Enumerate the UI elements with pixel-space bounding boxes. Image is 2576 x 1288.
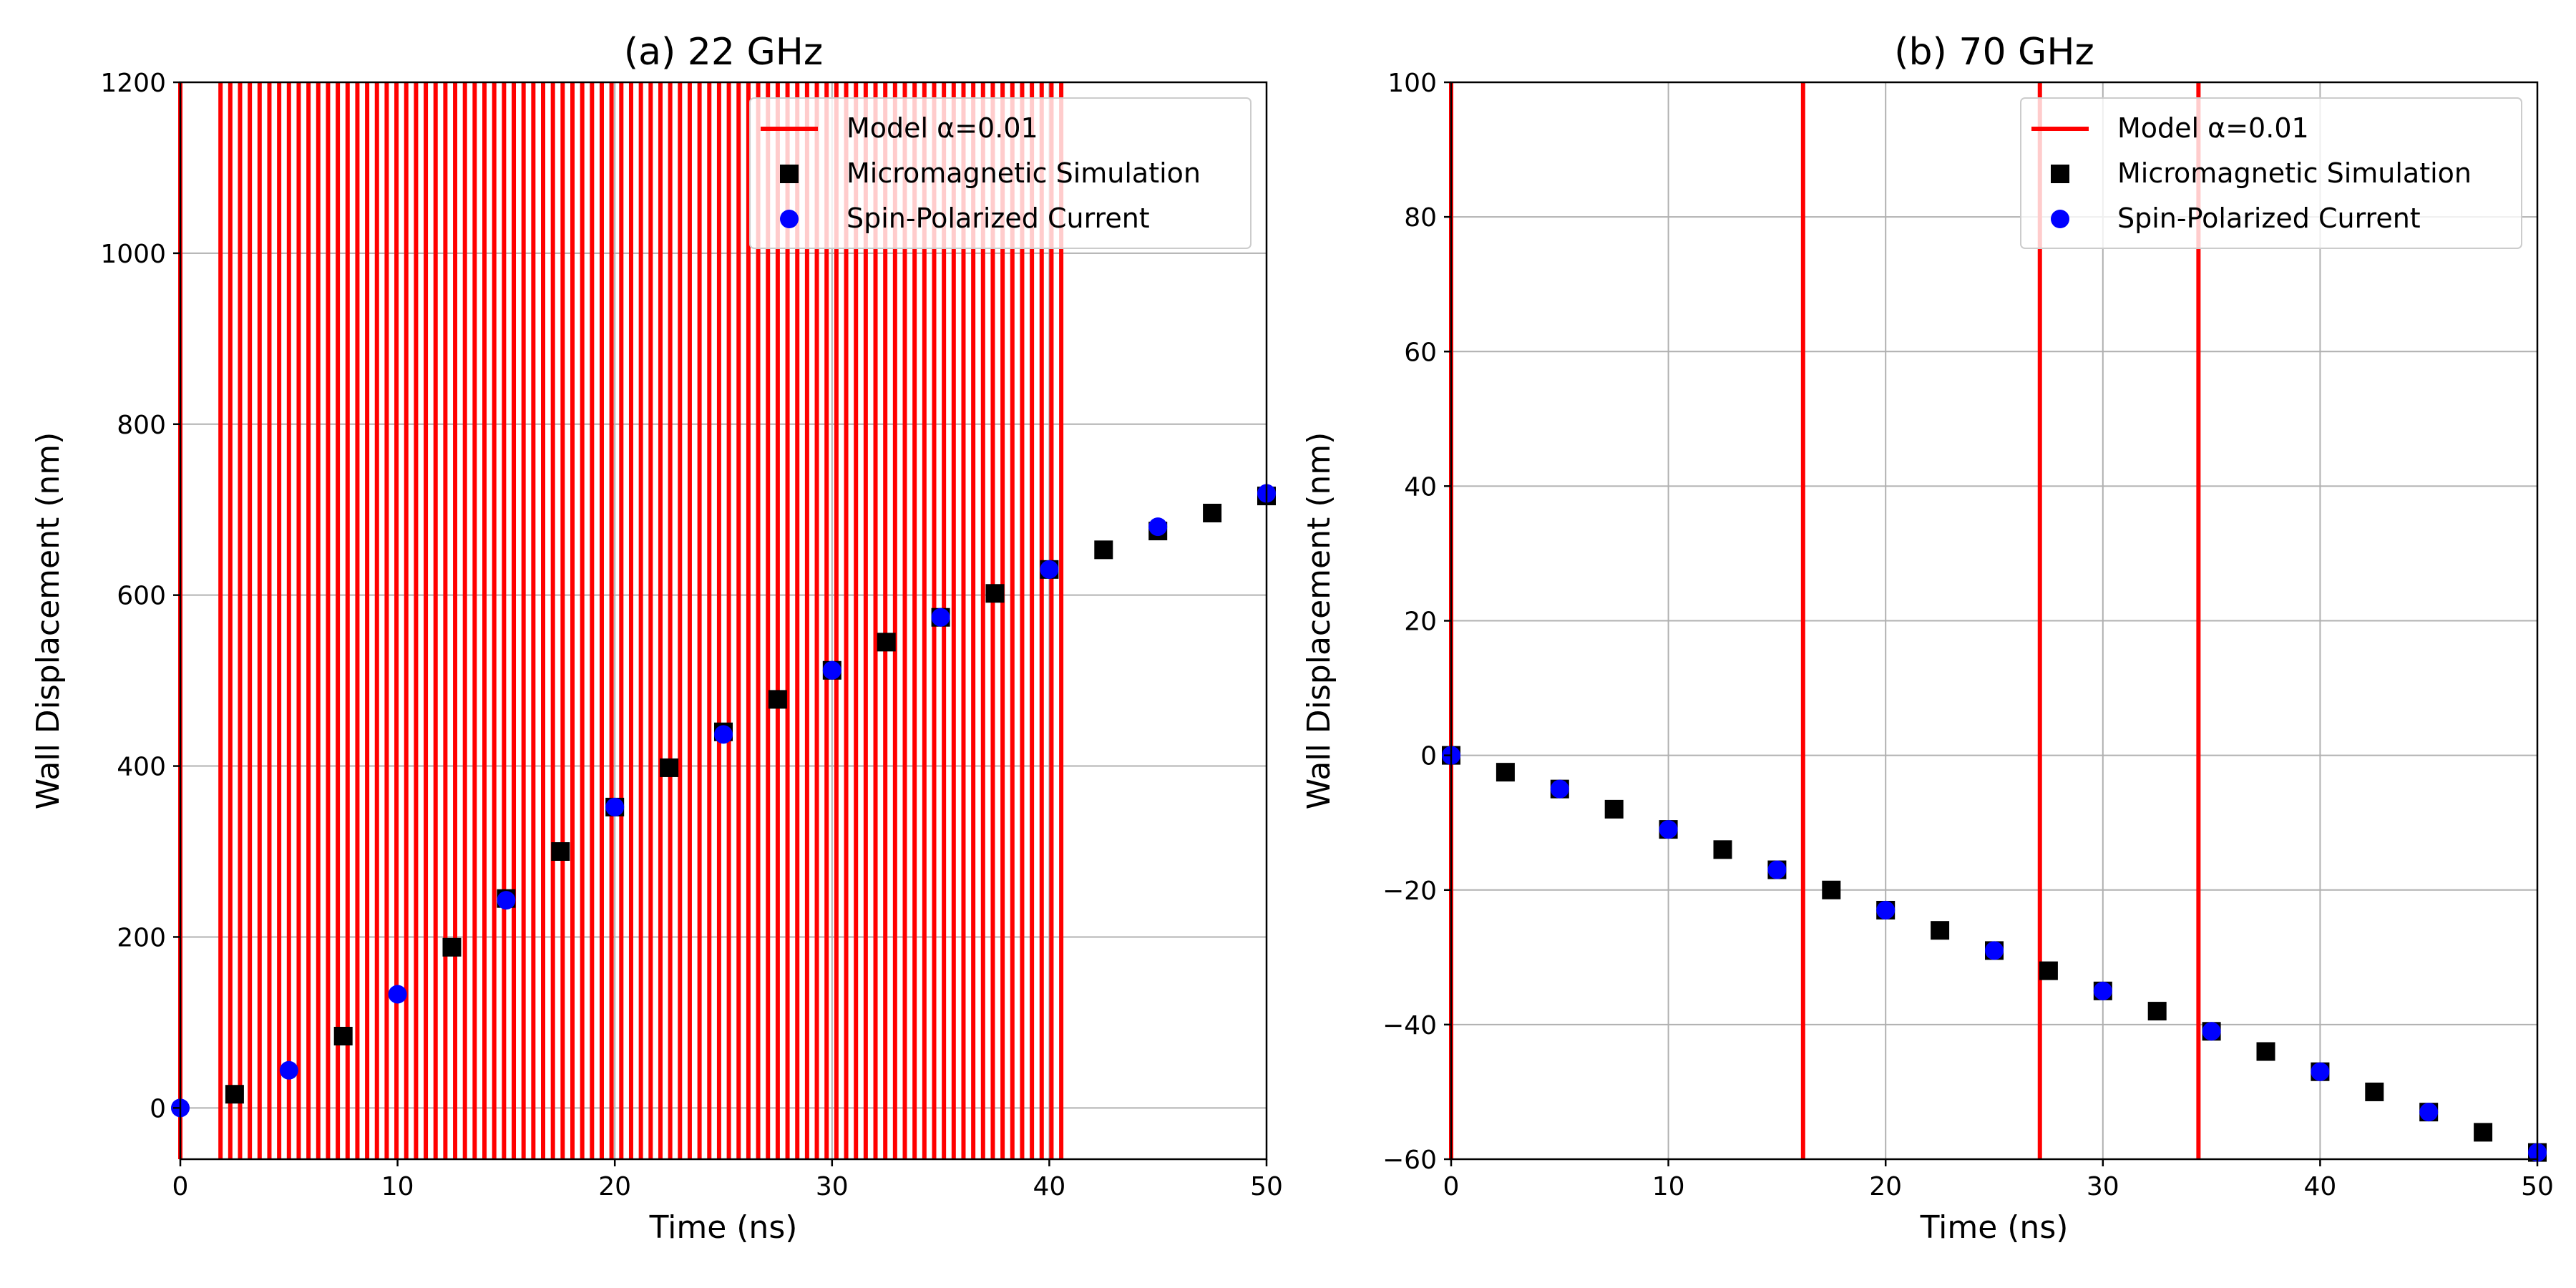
spin-current-point xyxy=(1659,820,1678,839)
micromagnetic-point xyxy=(2365,1082,2384,1101)
plot-frame-a xyxy=(179,81,1268,1161)
micromagnetic-point xyxy=(877,633,896,652)
markers-a xyxy=(171,484,1276,1118)
x-axis-label-a: Time (ns) xyxy=(649,1209,798,1246)
y-tick-label: 1000 xyxy=(100,240,166,269)
micromagnetic-point xyxy=(225,1085,244,1104)
spin-current-point xyxy=(1876,900,1896,919)
spin-current-point xyxy=(497,891,516,910)
spin-current-point xyxy=(1767,860,1787,879)
x-tick-label: 30 xyxy=(2087,1172,2119,1201)
micromagnetic-point xyxy=(2147,1002,2167,1021)
y-axis-label-a: Wall Displacement (nm) xyxy=(30,432,67,810)
x-tick-label: 40 xyxy=(2303,1172,2336,1201)
x-tick-label: 20 xyxy=(598,1172,631,1201)
y-tick-label: 400 xyxy=(117,753,166,782)
y-tick-label: −60 xyxy=(1382,1146,1437,1175)
legend-label-model-a: Model α=0.01 xyxy=(847,112,1038,144)
x-tick-label: 10 xyxy=(381,1172,414,1201)
x-tick-label: 50 xyxy=(2521,1172,2554,1201)
legend-box-b xyxy=(2020,97,2522,249)
y-tick-label: 80 xyxy=(1404,203,1437,233)
micromagnetic-point xyxy=(1713,840,1732,859)
micromagnetic-point xyxy=(1496,763,1515,782)
x-tick-label: 10 xyxy=(1652,1172,1685,1201)
y-tick-label: 20 xyxy=(1404,608,1437,637)
panel-a: 0 10 20 30 40 50 0 200 400 600 800 1000 1200 (a) 22 … xyxy=(30,31,1283,1246)
micromagnetic-point xyxy=(2256,1042,2275,1061)
spin-current-point xyxy=(1985,941,2004,960)
y-tick-label: 0 xyxy=(150,1094,166,1123)
y-tick-label: 1200 xyxy=(100,69,166,98)
legend-label-spin-current-b: Spin-Polarized Current xyxy=(2117,203,2421,234)
spin-current-point xyxy=(931,608,950,627)
legend-label-model-b: Model α=0.01 xyxy=(2117,112,2309,144)
x-tick-label: 20 xyxy=(1869,1172,1902,1201)
micromagnetic-point xyxy=(333,1027,353,1045)
spin-current-point xyxy=(2311,1062,2330,1081)
micromagnetic-point xyxy=(442,937,462,957)
legend-a: Model α=0.01 Micromagnetic Simulation Sp… xyxy=(749,97,1252,249)
chart-title-a: (a) 22 GHz xyxy=(624,31,823,74)
y-tick-label: 100 xyxy=(1387,69,1437,98)
legend-square-marker-a xyxy=(780,165,799,183)
y-tick-label: 0 xyxy=(1420,742,1437,771)
micromagnetic-point xyxy=(1822,880,1841,899)
micromagnetic-point xyxy=(1931,921,1950,940)
spin-current-point xyxy=(1148,517,1168,537)
y-axis-label-b: Wall Displacement (nm) xyxy=(1301,432,1337,810)
legend-b: Model α=0.01 Micromagnetic Simulation Sp… xyxy=(2020,97,2522,249)
legend-circle-marker-a xyxy=(780,210,799,228)
x-tick-label: 0 xyxy=(172,1172,189,1201)
micromagnetic-point xyxy=(1094,540,1113,560)
legend-square-marker-b xyxy=(2051,165,2069,183)
micromagnetic-point xyxy=(660,758,679,777)
micromagnetic-point xyxy=(985,584,1005,603)
spin-current-point xyxy=(2093,981,2112,1000)
y-tick-label: 60 xyxy=(1404,338,1437,367)
ticks-a: 0 10 20 30 40 50 0 200 400 600 800 1000 1200 xyxy=(100,69,1283,1201)
micromagnetic-point xyxy=(1203,504,1222,522)
spin-current-point xyxy=(714,725,733,744)
spin-current-point xyxy=(1040,560,1059,579)
micromagnetic-point xyxy=(1604,799,1624,819)
legend-label-micromagnetic-b: Micromagnetic Simulation xyxy=(2117,157,2472,189)
ticks-b: 0 10 20 30 40 50 −60 −40 −20 0 20 40 60 80 100 xyxy=(1382,69,2554,1201)
micromagnetic-point xyxy=(2039,961,2058,980)
chart-title-b: (b) 70 GHz xyxy=(1894,31,2094,74)
legend-circle-marker-b xyxy=(2051,210,2069,228)
legend-box-a xyxy=(749,97,1252,249)
legend-label-spin-current-a: Spin-Polarized Current xyxy=(847,203,1150,234)
spin-current-point xyxy=(605,797,625,816)
y-tick-label: 40 xyxy=(1404,472,1437,502)
x-tick-label: 40 xyxy=(1033,1172,1065,1201)
x-tick-label: 50 xyxy=(1250,1172,1283,1201)
micromagnetic-point xyxy=(2474,1123,2493,1142)
x-tick-label: 30 xyxy=(816,1172,849,1201)
spin-current-point xyxy=(2202,1022,2221,1041)
y-tick-label: 200 xyxy=(117,923,166,952)
model-lines-a xyxy=(178,82,1064,1159)
legend-label-micromagnetic-a: Micromagnetic Simulation xyxy=(847,157,1201,189)
micromagnetic-point xyxy=(768,690,787,709)
y-tick-label: −20 xyxy=(1382,877,1437,906)
y-tick-label: −40 xyxy=(1382,1011,1437,1040)
y-tick-label: 800 xyxy=(117,411,166,440)
y-tick-label: 600 xyxy=(117,582,166,611)
spin-current-point xyxy=(388,985,407,1004)
micromagnetic-point xyxy=(551,842,570,861)
spin-current-point xyxy=(1550,779,1569,799)
spin-current-point xyxy=(279,1060,298,1080)
spin-current-point xyxy=(822,660,841,680)
panel-b: 0 10 20 30 40 50 −60 −40 −20 0 20 40 60 80 100 (b) 70 … xyxy=(1301,31,2554,1246)
x-axis-label-b: Time (ns) xyxy=(1920,1209,2069,1246)
x-tick-label: 0 xyxy=(1443,1172,1460,1201)
spin-current-point xyxy=(2419,1103,2439,1122)
